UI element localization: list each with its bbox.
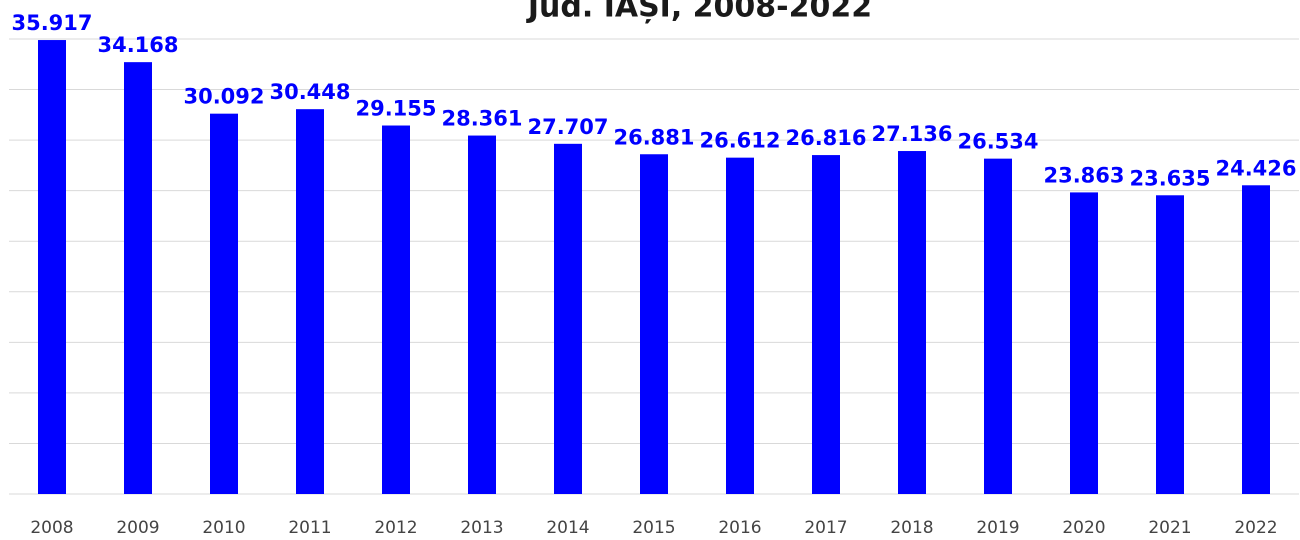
bar (210, 113, 238, 494)
data-label: 26.612 (699, 129, 780, 153)
data-label: 28.361 (441, 107, 522, 131)
bar (812, 155, 840, 494)
bar (468, 135, 496, 495)
data-label: 24.426 (1215, 156, 1296, 180)
x-tick-label: 2017 (804, 518, 847, 538)
bar (1242, 185, 1270, 494)
x-tick-label: 2010 (202, 518, 245, 538)
x-tick-label: 2015 (632, 518, 675, 538)
data-label: 26.534 (957, 130, 1038, 154)
bar (898, 151, 926, 494)
data-label: 26.816 (785, 126, 866, 150)
data-label: 30.092 (183, 85, 264, 109)
x-tick-label: 2016 (718, 518, 761, 538)
bar (124, 62, 152, 494)
bar (984, 158, 1012, 495)
bar (726, 157, 754, 495)
x-tick-label: 2014 (546, 518, 589, 538)
bar (382, 125, 410, 495)
bar (296, 109, 324, 494)
x-tick-label: 2022 (1234, 518, 1277, 538)
bar (554, 143, 582, 494)
data-label: 23.635 (1129, 166, 1210, 190)
bar (1070, 192, 1098, 494)
bar (1156, 195, 1184, 495)
data-label: 27.707 (527, 115, 608, 139)
bar (38, 40, 66, 495)
data-label: 34.168 (97, 33, 178, 57)
x-tick-label: 2008 (30, 518, 73, 538)
chart-title: Jud. IAȘI, 2008-2022 (526, 0, 872, 25)
data-label: 27.136 (871, 122, 952, 146)
data-label: 29.155 (355, 97, 436, 121)
x-tick-label: 2020 (1062, 518, 1105, 538)
data-label: 30.448 (269, 80, 350, 104)
x-tick-label: 2019 (976, 518, 1019, 538)
x-tick-label: 2013 (460, 518, 503, 538)
x-tick-label: 2012 (374, 518, 417, 538)
bar (640, 154, 668, 494)
data-label: 26.881 (613, 125, 694, 149)
data-label: 23.863 (1043, 163, 1124, 187)
x-tick-label: 2011 (288, 518, 331, 538)
x-tick-label: 2021 (1148, 518, 1191, 538)
x-tick-label: 2018 (890, 518, 933, 538)
x-tick-label: 2009 (116, 518, 159, 538)
data-label: 35.917 (11, 11, 92, 35)
